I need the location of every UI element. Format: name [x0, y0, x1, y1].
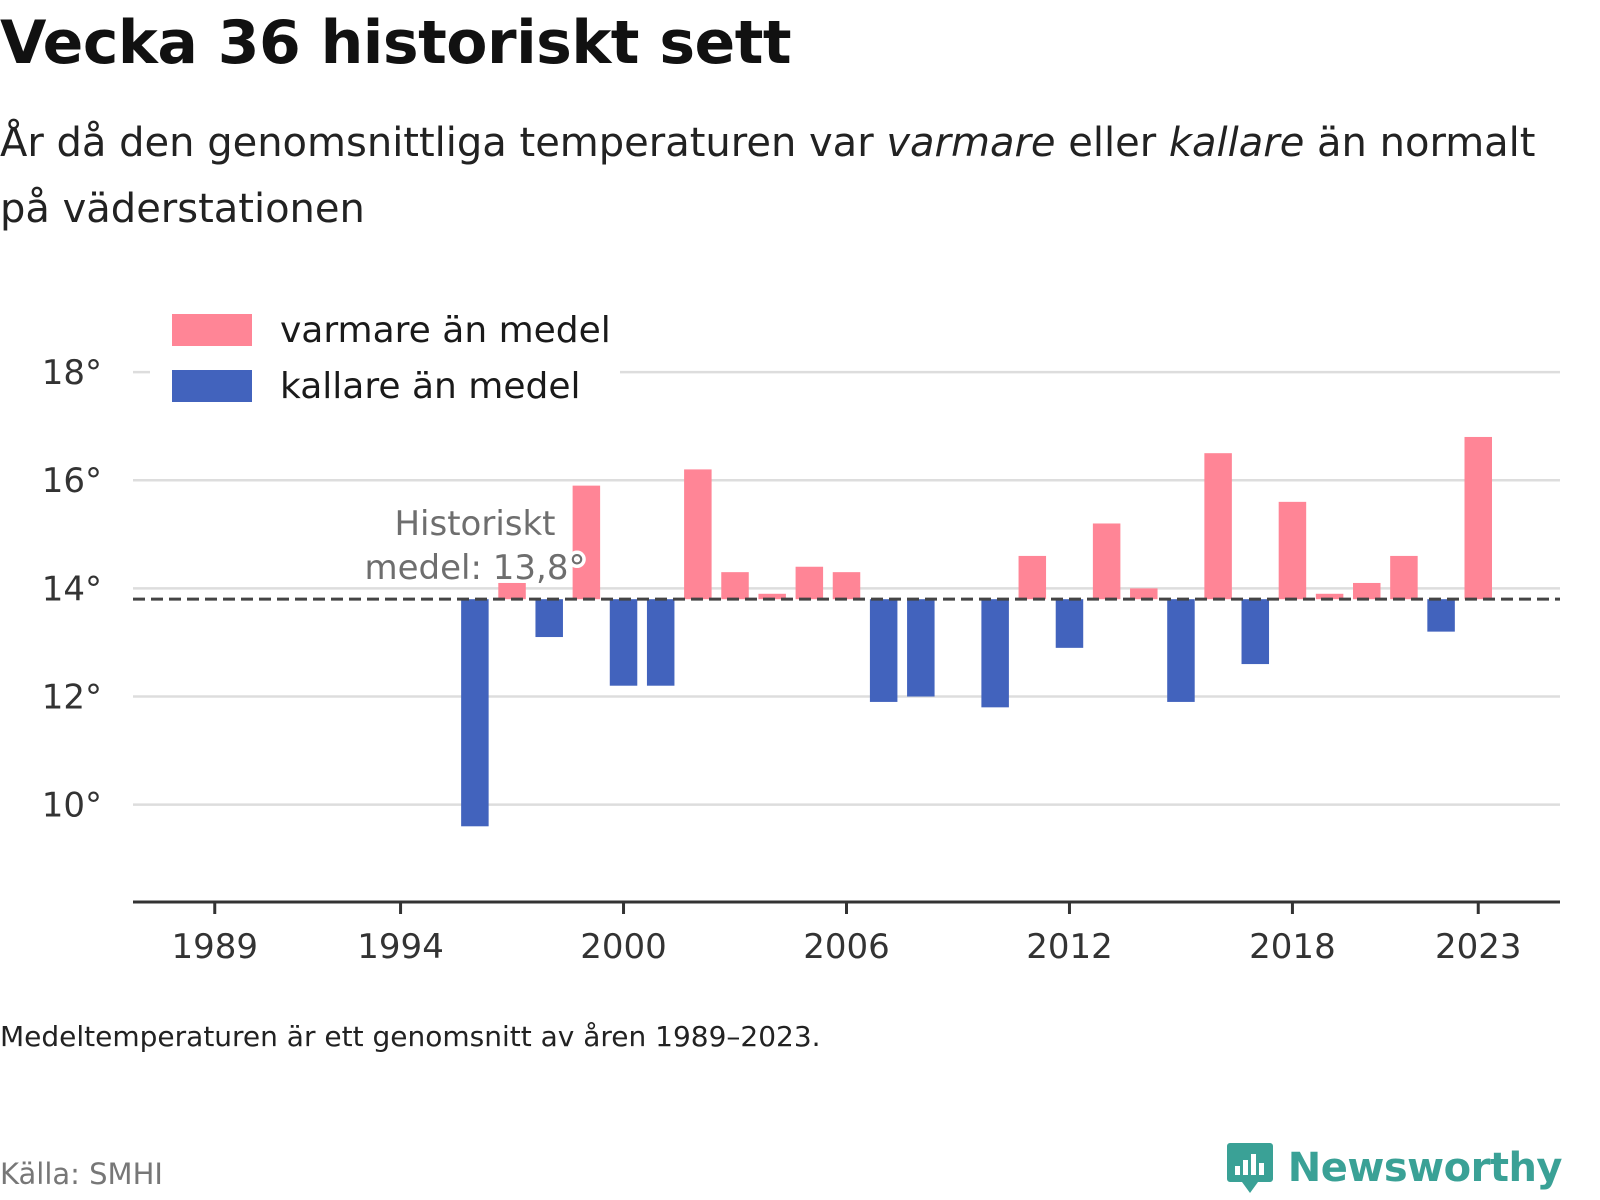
- bar-2007: [869, 599, 898, 702]
- bar-2021: [1390, 555, 1418, 600]
- x-tick-label-2006: 2006: [803, 927, 890, 967]
- bar-2019: [1315, 593, 1344, 600]
- y-tick-label-18: 18°: [42, 353, 102, 393]
- y-tick-label-10: 10°: [42, 786, 102, 826]
- source-credit: Källa: SMHI: [0, 1157, 163, 1191]
- brand-name: Newsworthy: [1287, 1145, 1563, 1191]
- chart-title: Vecka 36 historiskt sett: [0, 8, 792, 78]
- bar-2014: [1130, 588, 1158, 600]
- x-axis: 1989 1994 2000 2006 2012 2018 2023: [133, 900, 1560, 967]
- x-tick-label-2000: 2000: [580, 927, 667, 967]
- y-axis-tick-labels: 10° 12° 14° 16° 18°: [42, 353, 102, 826]
- subtitle-cold-word: kallare: [1168, 120, 1305, 166]
- bar-1997: [498, 582, 526, 600]
- chart-note: Medeltemperaturen är ett genomsnitt av å…: [0, 1020, 821, 1053]
- bar-2002: [684, 469, 712, 600]
- legend-swatch-2: [172, 370, 252, 402]
- newsworthy-logo: Newsworthy: [1226, 1140, 1563, 1196]
- bar-2020: [1353, 582, 1381, 600]
- y-tick-label-12: 12°: [42, 678, 102, 718]
- subtitle-warm-word: varmare: [886, 120, 1056, 166]
- x-tick-label-2023: 2023: [1435, 927, 1522, 967]
- bar-2006: [832, 572, 861, 600]
- bar-2005: [795, 566, 824, 600]
- legend: varmare än medel kallare än medel: [150, 290, 620, 408]
- subtitle-text-middle: eller: [1055, 120, 1169, 166]
- bar-2018: [1278, 501, 1307, 600]
- chart-subtitle: År då den genomsnittliga temperaturen va…: [0, 110, 1540, 242]
- bar-2016: [1204, 453, 1232, 600]
- bar-2001: [646, 599, 675, 686]
- bar-2000: [609, 599, 638, 686]
- subtitle-text-end: än normalt på väderstationen: [0, 120, 1536, 232]
- x-tick-label-2018: 2018: [1249, 927, 1336, 967]
- bar-1999: [572, 485, 601, 600]
- x-tick-label-2012: 2012: [1026, 927, 1113, 967]
- bar-2013: [1092, 523, 1121, 600]
- legend-label-2: kallare än medel: [280, 366, 580, 407]
- bar-1996: [461, 599, 489, 827]
- y-tick-label-14: 14°: [42, 569, 102, 609]
- bar-2012: [1055, 599, 1084, 648]
- bar-2010: [981, 599, 1009, 708]
- y-tick-label-16: 16°: [42, 461, 102, 501]
- newsworthy-logo-icon: [1226, 1143, 1273, 1193]
- bars: [461, 436, 1492, 827]
- bar-2003: [721, 572, 749, 600]
- x-tick-label-1989: 1989: [171, 927, 258, 967]
- legend-label-1: varmare än medel: [280, 310, 611, 351]
- mean-label-line-1: Historiskt: [394, 504, 555, 544]
- bar-2017: [1241, 599, 1270, 665]
- bar-2022: [1427, 599, 1455, 632]
- bar-2015: [1167, 599, 1195, 702]
- bar-2011: [1018, 555, 1047, 600]
- legend-swatch-1: [172, 314, 252, 346]
- bar-2004: [758, 593, 786, 600]
- x-tick-label-1994: 1994: [357, 927, 444, 967]
- bar-2008: [907, 599, 935, 697]
- bar-2023: [1464, 436, 1492, 600]
- mean-label-line-2: medel: 13,8°: [365, 548, 586, 588]
- bar-1998: [535, 599, 563, 638]
- subtitle-text-start: År då den genomsnittliga temperaturen va…: [0, 120, 887, 166]
